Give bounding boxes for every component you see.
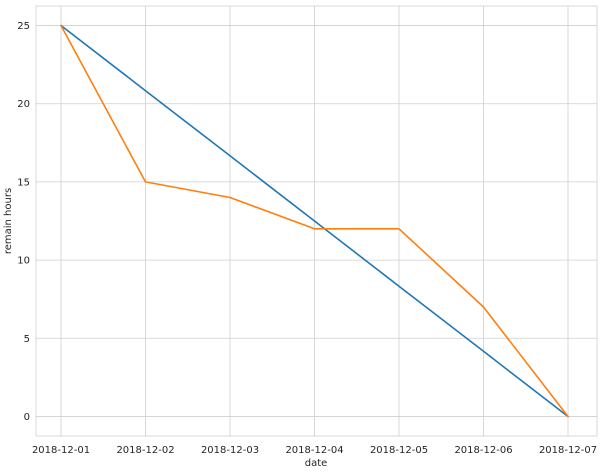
x-tick-label: 2018-12-05 [370, 445, 428, 456]
x-tick-label: 2018-12-01 [32, 445, 90, 456]
plot-frame [35, 5, 598, 437]
y-tick-label: 25 [17, 21, 30, 32]
x-tick-label: 2018-12-06 [454, 445, 512, 456]
x-tick-label: 2018-12-04 [285, 445, 343, 456]
x-tick-label: 2018-12-07 [539, 445, 597, 456]
y-axis-label: remain hours [3, 188, 14, 254]
series-line-2 [60, 24, 569, 418]
x-axis-label: date [305, 458, 328, 469]
series-line-1 [60, 24, 569, 418]
tick-layer: 2018-12-01 2018-12-02 2018-12-03 2018-12-04… [17, 21, 597, 456]
y-tick-label: 15 [17, 177, 30, 188]
grid-layer [36, 6, 597, 436]
x-tick-label: 2018-12-03 [201, 445, 259, 456]
series-layer [60, 24, 569, 418]
x-tick-label: 2018-12-02 [116, 445, 174, 456]
y-tick-label: 20 [17, 99, 30, 110]
y-tick-label: 5 [24, 334, 30, 345]
y-tick-label: 10 [17, 256, 30, 267]
y-tick-label: 0 [24, 412, 30, 423]
